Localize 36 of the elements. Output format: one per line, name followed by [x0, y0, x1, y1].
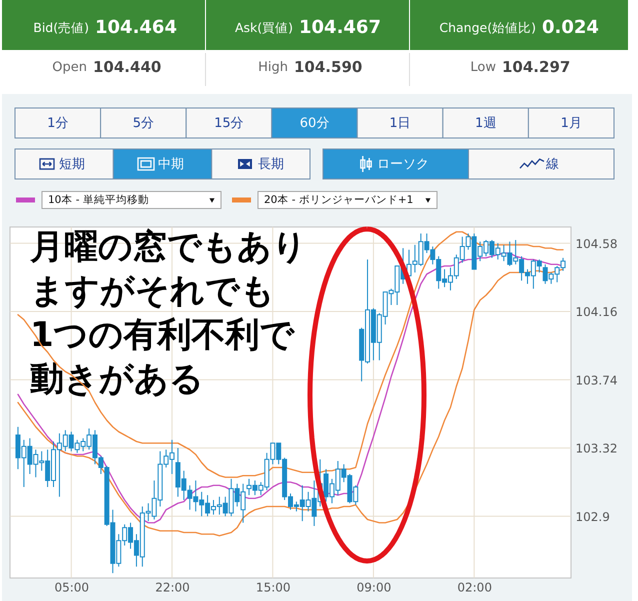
text: Bid(売値)	[33, 20, 89, 35]
text: 0.024	[542, 17, 599, 38]
text: ローソク	[377, 157, 429, 172]
text: 中期	[158, 157, 184, 172]
text: 1月	[560, 116, 582, 131]
text: Ask(買値)	[234, 20, 293, 35]
y-tick-label: 104.16	[576, 305, 618, 319]
text: 60分	[300, 116, 330, 131]
text: 短期	[59, 157, 85, 172]
text: Low	[470, 60, 496, 75]
text: 1日	[389, 116, 411, 131]
y-tick-label: 102.9	[576, 510, 610, 524]
x-tick-label: 02:00	[457, 580, 492, 594]
text: 15分	[214, 116, 244, 131]
text: 線	[545, 157, 559, 172]
text: 104.467	[299, 17, 381, 38]
text: 104.440	[93, 58, 162, 76]
y-tick-label: 103.74	[576, 373, 618, 388]
text: Change(始値比)	[439, 20, 536, 35]
text: 1週	[475, 116, 496, 131]
text: 104.590	[294, 58, 362, 76]
text: 長期	[258, 157, 284, 172]
legend-label: 20本 - ボリンジャーバンド+1	[264, 193, 414, 206]
text: High	[258, 60, 288, 75]
x-tick-label: 22:00	[155, 580, 190, 594]
text: 104.464	[95, 17, 177, 38]
text: 1分	[47, 116, 68, 131]
x-tick-label: 15:00	[256, 580, 291, 594]
text: 104.297	[502, 58, 570, 76]
x-tick-label: 09:00	[356, 580, 392, 594]
y-tick-label: 103.32	[576, 442, 618, 456]
x-tick-label: 05:00	[54, 580, 90, 594]
y-tick-label: 104.58	[576, 236, 618, 251]
text: 5分	[132, 116, 154, 131]
text: Open	[52, 60, 87, 75]
legend-label: 10本 - 単純平均移動	[48, 193, 149, 206]
